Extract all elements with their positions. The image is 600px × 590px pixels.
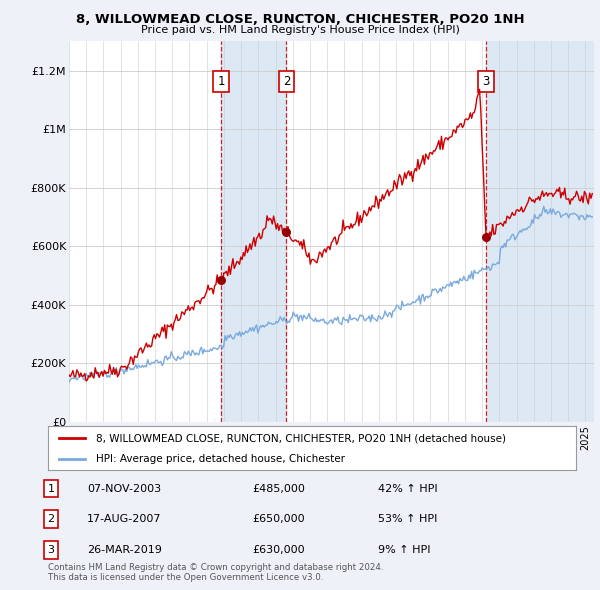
Bar [486, 41, 594, 422]
Text: 07-NOV-2003: 07-NOV-2003 [87, 484, 161, 493]
Text: 2: 2 [283, 75, 290, 88]
Text: 8, WILLOWMEAD CLOSE, RUNCTON, CHICHESTER, PO20 1NH (detached house): 8, WILLOWMEAD CLOSE, RUNCTON, CHICHESTER… [95, 434, 506, 443]
Text: 17-AUG-2007: 17-AUG-2007 [87, 514, 161, 524]
Point [281, 227, 291, 237]
Text: Price paid vs. HM Land Registry's House Price Index (HPI): Price paid vs. HM Land Registry's House … [140, 25, 460, 35]
Text: £630,000: £630,000 [252, 545, 305, 555]
Text: 9% ↑ HPI: 9% ↑ HPI [378, 545, 431, 555]
Text: Contains HM Land Registry data © Crown copyright and database right 2024.
This d: Contains HM Land Registry data © Crown c… [48, 563, 383, 582]
Text: HPI: Average price, detached house, Chichester: HPI: Average price, detached house, Chic… [95, 454, 344, 464]
Text: 3: 3 [47, 545, 55, 555]
Text: 1: 1 [47, 484, 55, 493]
Text: £650,000: £650,000 [252, 514, 305, 524]
Point [217, 275, 226, 284]
Point [481, 232, 491, 242]
Text: 2: 2 [47, 514, 55, 524]
Text: 3: 3 [482, 75, 490, 88]
Text: 1: 1 [218, 75, 225, 88]
Bar [221, 41, 286, 422]
Text: 53% ↑ HPI: 53% ↑ HPI [378, 514, 437, 524]
Text: 42% ↑ HPI: 42% ↑ HPI [378, 484, 437, 493]
Text: 8, WILLOWMEAD CLOSE, RUNCTON, CHICHESTER, PO20 1NH: 8, WILLOWMEAD CLOSE, RUNCTON, CHICHESTER… [76, 13, 524, 26]
Text: £485,000: £485,000 [252, 484, 305, 493]
Text: 26-MAR-2019: 26-MAR-2019 [87, 545, 162, 555]
